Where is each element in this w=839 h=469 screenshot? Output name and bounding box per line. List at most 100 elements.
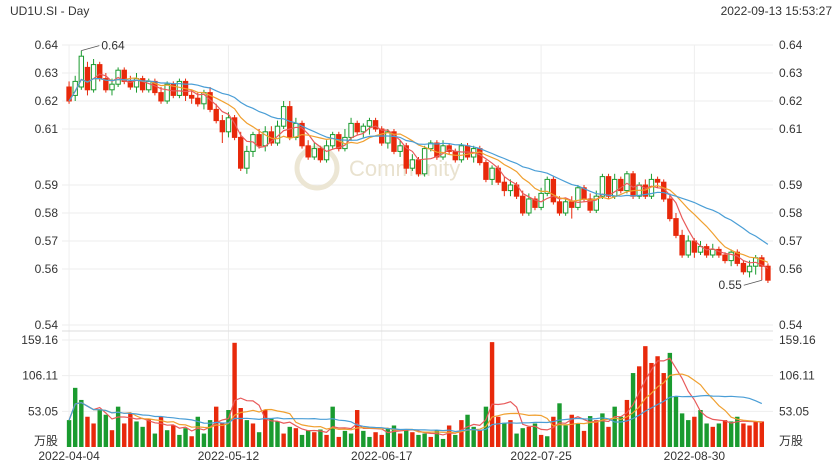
volume-bar (177, 434, 182, 447)
volume-bar (612, 406, 617, 447)
candle-body (354, 122, 360, 133)
candle-body (397, 145, 403, 152)
volume-bar (710, 426, 715, 447)
volume-bar (532, 423, 538, 447)
volume-bar (643, 346, 648, 447)
candle-body (225, 117, 232, 133)
volume-bar (459, 420, 464, 447)
candle-body (311, 148, 317, 158)
candle-body (575, 187, 581, 208)
volume-bar (379, 434, 384, 447)
volume-bar (624, 399, 630, 447)
volume-bar (667, 352, 673, 447)
candle-body (219, 120, 226, 133)
volume-bar (269, 418, 274, 447)
volume-bar (716, 423, 722, 447)
annotations: 0.64 0.55 (81, 39, 762, 292)
volume-bar (238, 408, 243, 447)
candle-body (722, 254, 728, 262)
volume-bar (514, 433, 519, 447)
candle-body (213, 108, 219, 122)
timestamp: 2022-09-13 15:53:27 (721, 4, 833, 18)
volume-bar (465, 414, 470, 447)
candle-body (593, 195, 599, 211)
volume-bar (722, 420, 728, 447)
candle-body (740, 262, 747, 273)
candle-body (329, 134, 336, 147)
volume-bar (618, 416, 624, 447)
volume-bar (318, 429, 323, 447)
volume-bar (244, 420, 250, 447)
candle-body (139, 78, 146, 91)
candle-body (556, 201, 563, 214)
volume-bar (600, 413, 605, 447)
price-tick-left: 0.54 (35, 318, 59, 332)
volume-bar (299, 434, 305, 447)
volume-bar (207, 420, 213, 447)
candle-body (611, 178, 618, 197)
candle-body (599, 176, 606, 197)
candle-body (103, 78, 109, 91)
candle-body (544, 178, 550, 194)
candle-body (710, 248, 716, 256)
volume-bar (569, 414, 574, 447)
candle-body (489, 167, 495, 180)
volume-bar (122, 423, 127, 447)
candle-body (507, 184, 514, 192)
volume-bar (164, 430, 170, 447)
volume-bar (103, 414, 109, 447)
candle-body (158, 92, 164, 102)
volume-bar (91, 423, 96, 447)
volume-bar (226, 410, 231, 447)
volume-tick-right: 53.05 (779, 404, 809, 418)
volume-bar (385, 428, 391, 447)
candle-body (317, 148, 324, 161)
volume-bar (391, 425, 397, 447)
volume-bar (477, 430, 483, 447)
price-tick-left: 0.58 (35, 206, 59, 220)
volume-axis: 159.16 159.16 106.11 106.11 53.05 53.05 万股 万股 (21, 333, 816, 448)
candle-body (127, 80, 134, 88)
volume-bar (281, 433, 286, 447)
volume-tick-right: 106.11 (779, 369, 815, 383)
volume-bar (324, 434, 329, 447)
grid (62, 44, 773, 447)
volume-bar (446, 425, 452, 447)
volume-tick-right: 159.16 (779, 333, 816, 347)
volume-bar (79, 399, 84, 447)
volume-bar (655, 356, 660, 447)
volume-bar (704, 423, 709, 447)
volume-bar (673, 396, 679, 447)
candle-body (403, 145, 409, 169)
candle-body (654, 178, 661, 183)
price-tick-right: 0.58 (779, 206, 803, 220)
volume-bar (551, 416, 556, 447)
high-marker-label: 0.64 (101, 39, 125, 53)
price-tick-right: 0.62 (779, 94, 803, 108)
volume-bar (128, 413, 133, 447)
candle-body (391, 131, 397, 152)
candle-body (188, 94, 195, 99)
volume-bar (140, 426, 145, 447)
volume-bar (661, 373, 666, 447)
candle-body (415, 159, 422, 175)
volume-bar (520, 428, 525, 447)
volume-bar (526, 426, 532, 447)
volume-bar (115, 406, 121, 447)
volume-bar (312, 432, 317, 447)
volume-bar (275, 421, 280, 447)
volume-bar (213, 406, 219, 447)
volume-moving-averages (68, 357, 763, 436)
volume-bar (692, 416, 697, 447)
volume-bar (416, 434, 421, 447)
candle-body (765, 265, 771, 281)
price-tick-right: 0.61 (779, 122, 803, 136)
volume-bar (471, 426, 476, 447)
volume-bar (434, 430, 440, 447)
x-tick-label: 2022-07-25 (510, 449, 572, 463)
candle-body (691, 240, 698, 253)
candle-body (532, 198, 538, 208)
price-axis: 0.64 0.64 0.63 0.63 0.62 0.62 0.61 0.61 0.59 0.59… (35, 38, 803, 332)
candle-body (759, 257, 765, 267)
high-marker-line (81, 45, 100, 51)
